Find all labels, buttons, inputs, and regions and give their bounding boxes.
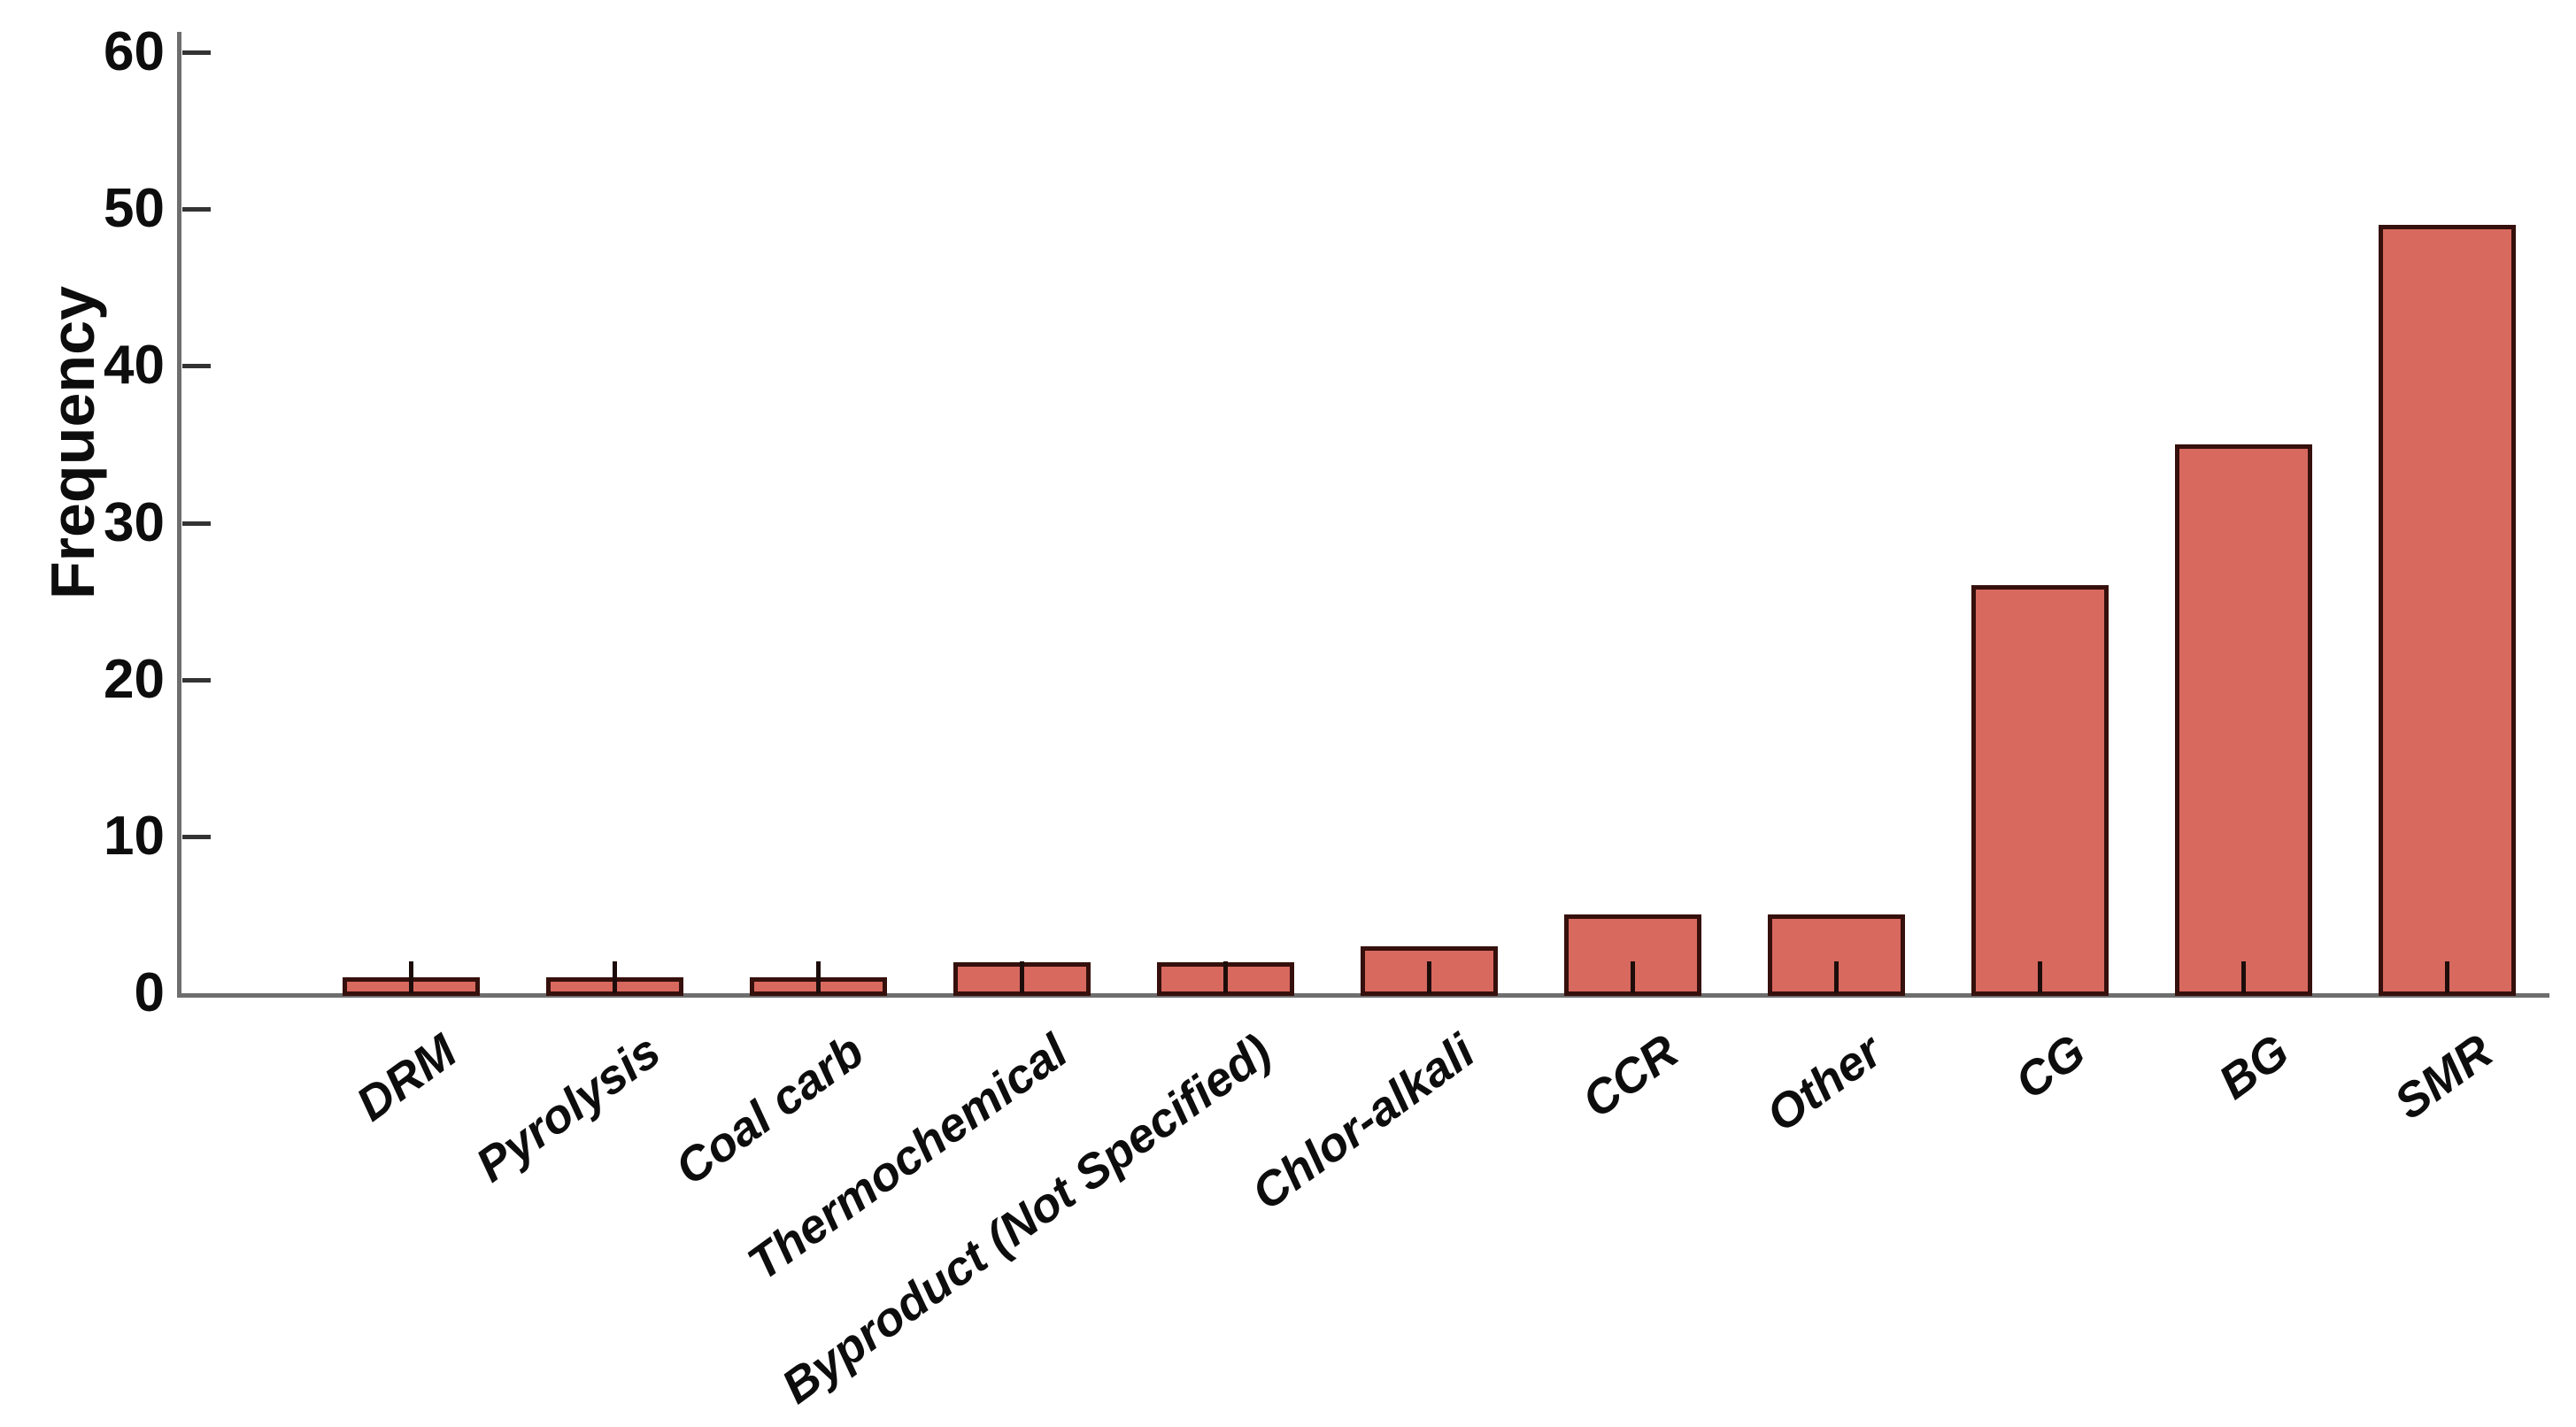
x-axis-tick (1834, 961, 1839, 993)
y-tick-label: 20 (104, 648, 165, 710)
y-tick-label: 50 (104, 178, 165, 240)
y-axis-tick (182, 521, 211, 526)
y-tick-label: 10 (104, 805, 165, 867)
x-axis-tick (1631, 961, 1635, 993)
y-axis-line (177, 32, 181, 998)
x-axis-tick (613, 961, 617, 993)
x-axis-tick (2038, 961, 2042, 993)
y-tick-label: 40 (104, 335, 165, 397)
bar (1971, 585, 2109, 996)
x-axis-tick (2445, 961, 2449, 993)
x-axis-tick (1427, 961, 1431, 993)
y-axis-title: Frequency (38, 286, 107, 599)
bar (2174, 444, 2312, 996)
y-axis-tick (182, 207, 211, 212)
y-axis-tick (182, 834, 211, 839)
y-axis-tick (182, 50, 211, 56)
x-axis-tick (816, 961, 821, 993)
y-axis-tick (182, 364, 211, 369)
y-tick-label: 60 (104, 21, 165, 83)
y-axis-tick (182, 677, 211, 683)
x-axis-tick (1223, 961, 1228, 993)
y-tick-label: 0 (134, 962, 165, 1023)
x-axis-tick (2241, 961, 2246, 993)
x-axis-tick (1020, 961, 1024, 993)
bar (2378, 225, 2516, 996)
y-tick-label: 30 (104, 491, 165, 553)
x-axis-tick (409, 961, 413, 993)
